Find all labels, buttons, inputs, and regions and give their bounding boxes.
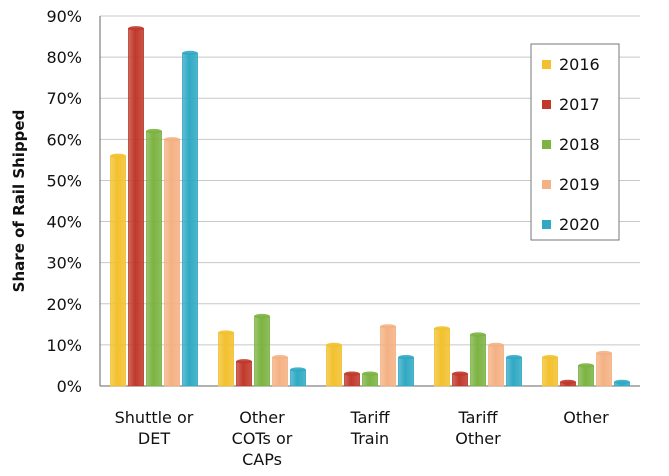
bar-cap bbox=[290, 367, 306, 372]
y-tick-label: 20% bbox=[46, 295, 82, 314]
x-tick-label: COTs or bbox=[232, 429, 293, 448]
y-tick-label: 80% bbox=[46, 48, 82, 67]
bar-cap bbox=[128, 26, 144, 31]
bar-2019-3 bbox=[488, 344, 504, 387]
x-tick-label: Other bbox=[239, 408, 285, 427]
y-tick-label: 0% bbox=[57, 377, 82, 396]
bar-2020-3 bbox=[506, 356, 522, 387]
bar-cap bbox=[614, 379, 630, 385]
legend: 2016 2017 2018 2019 2020 bbox=[530, 43, 620, 241]
bar-2018-0 bbox=[146, 130, 162, 387]
bar-cap bbox=[470, 332, 486, 337]
bar-2019-0 bbox=[164, 139, 180, 387]
legend-swatch bbox=[542, 140, 551, 149]
x-tick-label: CAPs bbox=[242, 450, 282, 469]
bar-cap bbox=[110, 153, 126, 158]
x-tick-label: Tariff bbox=[350, 408, 391, 427]
bar-2019-1 bbox=[272, 356, 288, 387]
bar-cap bbox=[542, 355, 558, 360]
bar-2020-1 bbox=[290, 369, 306, 387]
bar-cap bbox=[578, 363, 594, 368]
bar-2016-1 bbox=[218, 332, 234, 387]
legend-label: 2016 bbox=[559, 55, 600, 74]
bar-cap bbox=[272, 355, 288, 360]
bar-cap bbox=[596, 350, 612, 356]
bar-cap bbox=[164, 137, 180, 142]
legend-label: 2018 bbox=[559, 135, 600, 154]
legend-swatch bbox=[542, 220, 551, 229]
legend-swatch bbox=[542, 100, 551, 109]
legend-label: 2017 bbox=[559, 95, 600, 114]
bar-cap bbox=[434, 326, 450, 331]
legend-label: 2020 bbox=[559, 215, 600, 234]
bar-2018-4 bbox=[578, 365, 594, 387]
bar-cap bbox=[506, 355, 522, 360]
bar-2016-4 bbox=[542, 356, 558, 387]
bar-2019-2 bbox=[380, 326, 396, 387]
y-axis-label: Share of Rail Shipped bbox=[10, 110, 28, 293]
bar-cap bbox=[452, 371, 468, 376]
y-tick-label: 70% bbox=[46, 89, 82, 108]
bar-cap bbox=[326, 342, 342, 348]
x-tick-label: Tariff bbox=[458, 408, 499, 427]
bar-cap bbox=[488, 342, 504, 348]
bar-cap bbox=[218, 330, 234, 335]
y-tick-label: 60% bbox=[46, 130, 82, 149]
y-tick-label: 10% bbox=[46, 336, 82, 355]
bar-2016-2 bbox=[326, 344, 342, 387]
bar-cap bbox=[560, 379, 576, 385]
bar-cap bbox=[362, 371, 378, 376]
bar-cap bbox=[380, 324, 396, 329]
bar-2018-3 bbox=[470, 334, 486, 387]
legend-swatch bbox=[542, 60, 551, 69]
bar-2018-1 bbox=[254, 315, 270, 387]
x-tick-label: DET bbox=[138, 429, 170, 448]
y-tick-label: 90% bbox=[46, 7, 82, 26]
x-tick-label: Other bbox=[455, 429, 501, 448]
bar-2016-3 bbox=[434, 328, 450, 387]
axes: 0% 10% 20% 30% 40% 50% 60% 70% 80% 90% bbox=[46, 7, 640, 396]
bars bbox=[110, 26, 630, 387]
bar-cap bbox=[236, 359, 252, 364]
x-tick-label: Train bbox=[350, 429, 389, 448]
legend-swatch bbox=[542, 180, 551, 189]
bar-cap bbox=[182, 50, 198, 56]
bar-cap bbox=[146, 128, 162, 134]
bar-2017-1 bbox=[236, 361, 252, 387]
bar-cap bbox=[344, 371, 360, 376]
bar-2016-0 bbox=[110, 155, 126, 387]
bar-2020-0 bbox=[182, 52, 198, 387]
legend-label: 2019 bbox=[559, 175, 600, 194]
bar-cap bbox=[254, 313, 270, 319]
bar-2017-0 bbox=[128, 28, 144, 387]
bar-2019-4 bbox=[596, 352, 612, 387]
y-tick-label: 40% bbox=[46, 213, 82, 232]
bar-2020-2 bbox=[398, 356, 414, 387]
y-tick-label: 30% bbox=[46, 254, 82, 273]
category-labels: Shuttle or DET Other COTs or CAPs Tariff Train… bbox=[115, 408, 610, 469]
bar-cap bbox=[398, 355, 414, 360]
x-tick-label: Other bbox=[563, 408, 609, 427]
x-tick-label: Shuttle or bbox=[115, 408, 194, 427]
y-tick-label: 50% bbox=[46, 171, 82, 190]
